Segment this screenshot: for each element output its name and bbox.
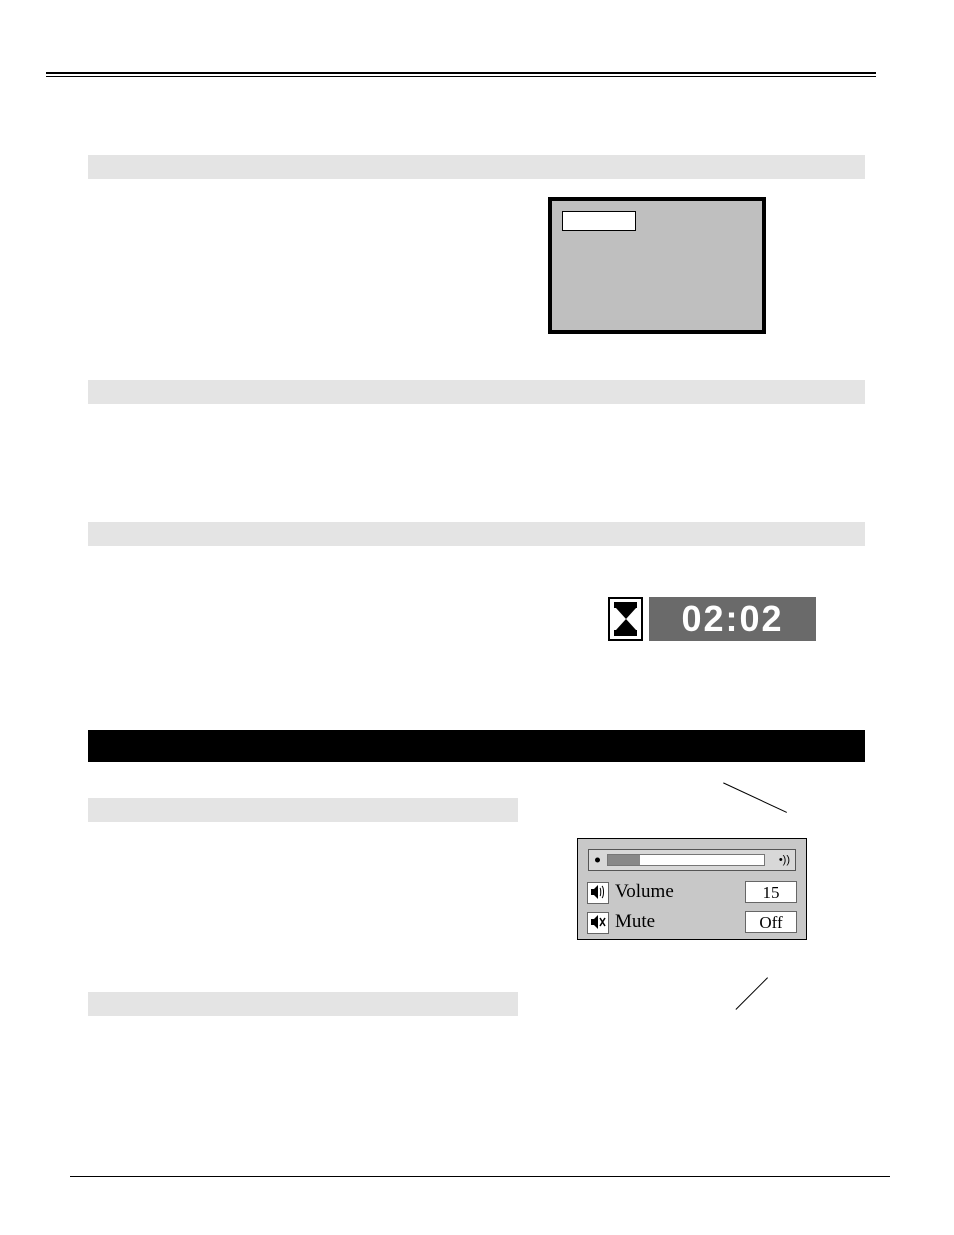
section-heading-bar: [88, 730, 865, 762]
speaker-icon: [587, 882, 609, 904]
volume-value: 15: [745, 881, 797, 903]
section-bar-4: [88, 798, 518, 822]
slider-track: [607, 854, 765, 866]
mute-value: Off: [745, 911, 797, 933]
page-top-rule: [46, 72, 876, 77]
volume-slider[interactable]: •)): [588, 849, 796, 871]
volume-label: Volume: [615, 881, 674, 903]
tv-screen: [551, 200, 763, 331]
tv-overlay-box: [562, 211, 636, 231]
section-bar-5: [88, 992, 518, 1016]
timer-value: 02:02: [649, 597, 816, 641]
section-bar-1: [88, 155, 865, 179]
mute-row[interactable]: Mute Off: [587, 911, 797, 937]
slider-min-icon: [595, 858, 600, 863]
section-bar-2: [88, 380, 865, 404]
volume-osd-panel: •)) Volume 15 Mute Off: [577, 838, 807, 940]
mute-icon: [587, 912, 609, 934]
timer-display: 02:02: [608, 597, 820, 641]
section-bar-3: [88, 522, 865, 546]
mute-label: Mute: [615, 911, 655, 933]
volume-row[interactable]: Volume 15: [587, 881, 797, 907]
page-bottom-rule: [70, 1176, 890, 1177]
slider-max-icon: •)): [779, 854, 790, 866]
slider-fill: [608, 855, 640, 865]
hourglass-icon: [608, 597, 643, 641]
callout-line-mute: [701, 943, 768, 1010]
